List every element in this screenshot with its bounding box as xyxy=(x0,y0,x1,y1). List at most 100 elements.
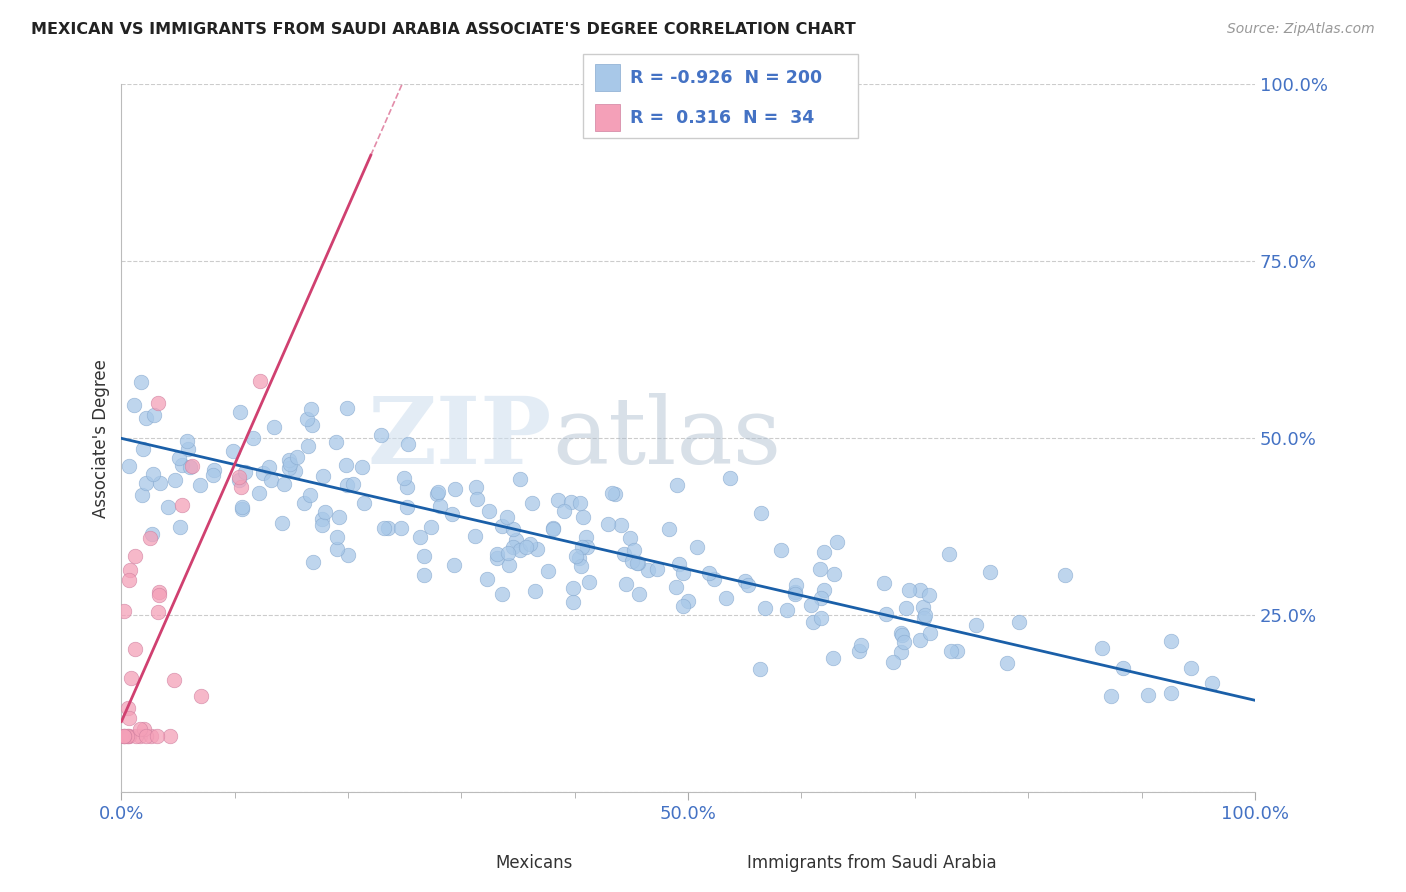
Point xyxy=(718,471,741,485)
Point xyxy=(672,566,695,581)
Point xyxy=(519,536,541,550)
Point xyxy=(578,574,600,589)
Point xyxy=(129,375,152,389)
Point xyxy=(1054,568,1077,582)
Point xyxy=(875,607,897,621)
Point xyxy=(129,729,152,743)
Point xyxy=(1112,661,1135,675)
Point xyxy=(565,549,588,563)
Point xyxy=(412,567,434,582)
Point xyxy=(776,603,799,617)
Point xyxy=(491,518,513,533)
Point xyxy=(890,626,912,640)
Point xyxy=(370,428,392,442)
Point xyxy=(201,467,224,482)
Point xyxy=(139,729,162,743)
Point xyxy=(908,582,931,597)
Point xyxy=(443,558,465,573)
Point xyxy=(314,505,336,519)
Point xyxy=(440,507,463,521)
Point xyxy=(734,574,756,589)
Point xyxy=(785,585,807,599)
Point xyxy=(946,644,969,658)
Point xyxy=(325,435,347,450)
Point xyxy=(911,600,934,615)
Point xyxy=(148,585,170,599)
Point xyxy=(1160,686,1182,700)
Point xyxy=(505,533,527,547)
Point xyxy=(135,411,157,425)
Point xyxy=(142,467,165,482)
Point xyxy=(125,729,148,743)
Point xyxy=(249,374,271,388)
Point xyxy=(737,578,759,592)
Point xyxy=(170,458,193,472)
Point xyxy=(676,594,699,608)
Point xyxy=(146,729,169,743)
Point xyxy=(141,526,163,541)
Point xyxy=(893,635,915,649)
Point xyxy=(520,496,543,510)
Point xyxy=(526,541,548,556)
Point xyxy=(825,535,848,549)
Point xyxy=(914,607,936,622)
Point xyxy=(117,701,139,715)
Point xyxy=(335,458,357,472)
Point xyxy=(228,473,250,487)
Point xyxy=(122,398,145,412)
Point xyxy=(600,485,623,500)
Point xyxy=(143,408,166,422)
Point xyxy=(159,729,181,743)
Point xyxy=(117,729,139,743)
Point xyxy=(541,522,564,536)
Point xyxy=(373,520,395,534)
Y-axis label: Associate's Degree: Associate's Degree xyxy=(93,359,110,517)
Point xyxy=(785,578,807,592)
Point xyxy=(619,531,641,545)
Point xyxy=(124,549,146,563)
Point xyxy=(132,723,155,737)
Point xyxy=(569,496,592,510)
Point xyxy=(118,459,141,474)
Point xyxy=(658,522,681,536)
Point xyxy=(541,520,564,534)
Point xyxy=(465,480,488,494)
Point xyxy=(311,518,333,533)
Point xyxy=(562,581,585,595)
Point xyxy=(252,466,274,480)
Point xyxy=(645,562,668,576)
Point xyxy=(848,644,870,658)
Point xyxy=(1160,634,1182,648)
Point xyxy=(118,574,141,588)
Point xyxy=(465,492,488,507)
Point xyxy=(754,601,776,615)
Point xyxy=(257,460,280,475)
Point xyxy=(498,558,520,573)
Point xyxy=(231,502,253,516)
Point xyxy=(146,605,169,619)
Point xyxy=(1008,615,1031,630)
Point xyxy=(890,644,912,658)
Point xyxy=(938,547,960,561)
Point xyxy=(128,723,150,737)
Point xyxy=(571,558,593,573)
Point xyxy=(176,442,198,457)
Point xyxy=(328,510,350,524)
Point xyxy=(637,563,659,577)
Point xyxy=(336,477,359,491)
Point xyxy=(821,651,844,665)
Point xyxy=(810,611,832,625)
Point xyxy=(502,540,524,554)
Point xyxy=(496,510,519,524)
Point xyxy=(157,500,180,515)
Point xyxy=(336,401,359,415)
Point xyxy=(623,542,645,557)
Point xyxy=(627,556,650,570)
Point xyxy=(478,504,501,518)
Point xyxy=(112,729,135,743)
Point xyxy=(897,582,920,597)
Point xyxy=(413,549,436,564)
Point xyxy=(783,587,806,601)
Text: Immigrants from Saudi Arabia: Immigrants from Saudi Arabia xyxy=(747,855,997,872)
Point xyxy=(749,506,772,520)
